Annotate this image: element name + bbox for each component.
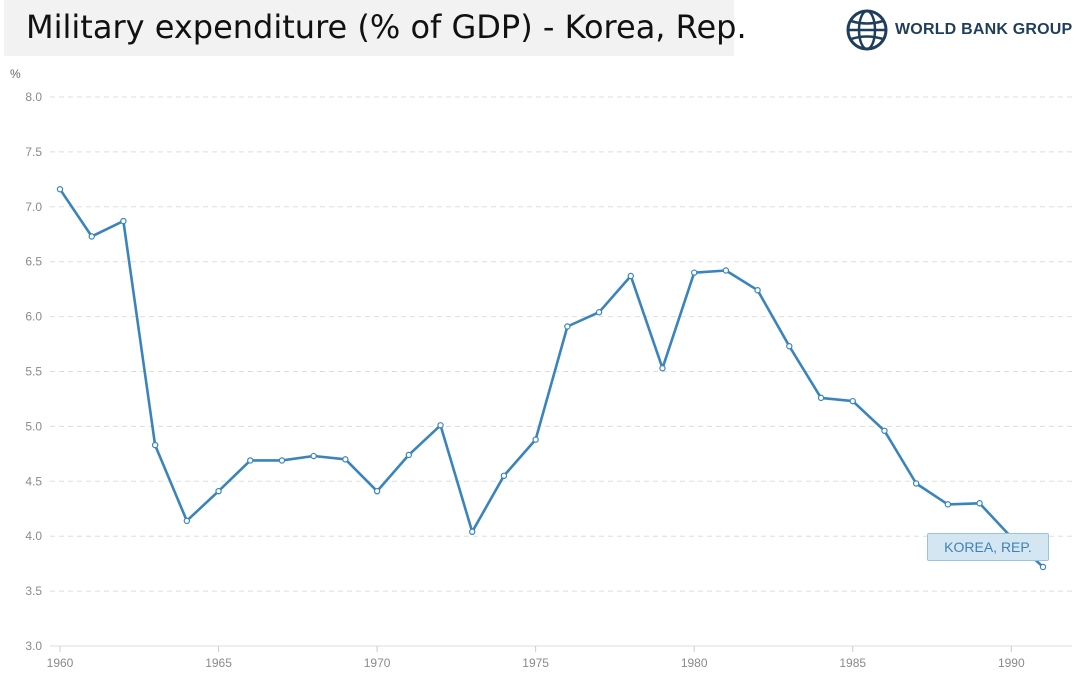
- data-point-1977[interactable]: [595, 309, 603, 316]
- data-point-1983[interactable]: [786, 343, 793, 350]
- y-tick-label: 3.5: [25, 584, 42, 598]
- data-point-1989[interactable]: [976, 500, 983, 507]
- data-point-1970[interactable]: [373, 487, 381, 495]
- world-bank-brand[interactable]: WORLD BANK GROUP: [845, 8, 1072, 52]
- data-point-1972[interactable]: [437, 422, 444, 429]
- y-tick-label: 4.0: [25, 529, 42, 543]
- data-point-1974[interactable]: [500, 472, 508, 480]
- x-tick-label: 1985: [839, 656, 866, 670]
- data-point-1981[interactable]: [722, 267, 730, 274]
- x-tick-label: 1960: [47, 656, 74, 670]
- axes: 3.0 3.5 4.0 4.5 5.0 5.5 6.0 6.5 7.0 7.5 8.0% 1960 19…: [10, 67, 1025, 670]
- data-point-1962[interactable]: [120, 217, 127, 225]
- data-point-1986[interactable]: [881, 427, 888, 434]
- x-tick-label: 1965: [205, 656, 232, 670]
- data-point-1980[interactable]: [690, 269, 698, 276]
- series-label-korea[interactable]: KOREA, REP.: [927, 533, 1049, 561]
- title-bar: Military expenditure (% of GDP) - Korea,…: [4, 0, 747, 56]
- x-tick-label: 1975: [522, 656, 549, 670]
- data-point-1961[interactable]: [88, 233, 95, 240]
- data-point-1973[interactable]: [469, 528, 476, 536]
- data-point-1988[interactable]: [944, 501, 952, 508]
- data-point-1971[interactable]: [405, 451, 413, 459]
- data-point-1984[interactable]: [817, 394, 825, 402]
- data-point-1979[interactable]: [659, 365, 666, 372]
- data-point-1969[interactable]: [342, 456, 349, 463]
- y-tick-label: 6.0: [25, 310, 42, 324]
- data-point-1976[interactable]: [564, 323, 571, 330]
- x-tick-label: 1970: [364, 656, 391, 670]
- data-point-1985[interactable]: [849, 397, 856, 405]
- brand-name: WORLD BANK GROUP: [895, 21, 1073, 38]
- y-tick-label: 8.0: [25, 90, 42, 104]
- data-point-1964[interactable]: [183, 517, 191, 525]
- data-point-1963[interactable]: [151, 441, 159, 449]
- data-point-1975[interactable]: [532, 436, 539, 443]
- y-tick-label: 5.5: [25, 365, 42, 379]
- globe-icon: [846, 9, 888, 51]
- data-point-1978[interactable]: [627, 272, 634, 280]
- y-tick-label: 7.5: [25, 145, 42, 159]
- y-tick-label: 3.0: [25, 639, 42, 653]
- data-point-1965[interactable]: [215, 487, 222, 495]
- series-line[interactable]: [58, 188, 1044, 568]
- y-tick-label: 6.5: [25, 255, 42, 269]
- data-point-1967[interactable]: [278, 457, 286, 464]
- x-tick-label: 1990: [998, 656, 1025, 670]
- y-tick-label: 7.0: [25, 200, 42, 214]
- y-axis-unit: %: [10, 67, 21, 81]
- data-points: [56, 186, 1047, 571]
- chart-title: Military expenditure (% of GDP) - Korea,…: [26, 8, 747, 46]
- data-point-1966[interactable]: [247, 457, 254, 464]
- series-line-layer: [58, 188, 1044, 568]
- y-tick-label: 4.5: [25, 474, 42, 488]
- data-point-1987[interactable]: [912, 480, 920, 487]
- data-point-1968[interactable]: [310, 452, 317, 460]
- data-point-1982[interactable]: [754, 287, 761, 294]
- data-point-1960[interactable]: [56, 186, 64, 193]
- data-point-1991[interactable]: [1039, 563, 1047, 571]
- y-tick-label: 5.0: [25, 419, 42, 433]
- x-tick-label: 1980: [681, 656, 708, 670]
- grid-lines: [50, 96, 1072, 647]
